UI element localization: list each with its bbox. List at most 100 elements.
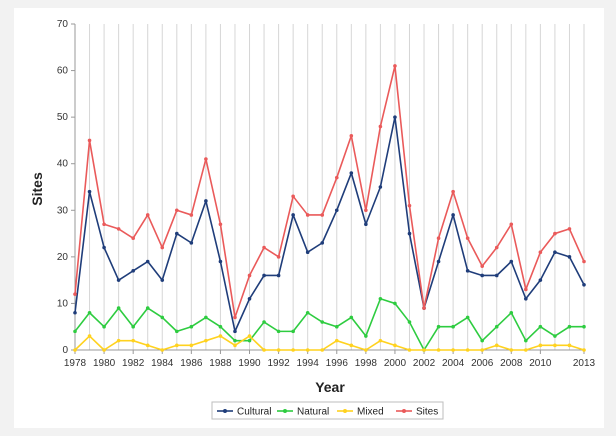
data-point-mixed bbox=[465, 348, 470, 352]
data-point-mixed bbox=[291, 348, 295, 352]
data-point-sites bbox=[553, 231, 557, 236]
data-point-cultural bbox=[349, 171, 354, 175]
data-point-mixed bbox=[553, 343, 557, 348]
data-point-sites bbox=[262, 245, 266, 250]
series-cultural bbox=[73, 115, 586, 334]
data-point-natural bbox=[175, 329, 179, 334]
data-point-sites bbox=[334, 175, 339, 180]
data-point-sites bbox=[407, 203, 412, 208]
y-axis-title: Sites bbox=[29, 172, 45, 206]
data-point-sites bbox=[378, 124, 383, 129]
data-point-cultural bbox=[567, 255, 572, 259]
data-point-mixed bbox=[422, 348, 426, 352]
legend-label-mixed: Mixed bbox=[357, 407, 384, 418]
y-tick-label: 0 bbox=[62, 345, 68, 356]
data-point-cultural bbox=[320, 241, 325, 245]
data-point-sites bbox=[175, 208, 179, 213]
data-point-sites bbox=[524, 287, 528, 292]
data-point-natural bbox=[73, 329, 77, 334]
data-point-cultural bbox=[465, 269, 470, 273]
x-tick-label: 2000 bbox=[384, 358, 407, 369]
data-point-natural bbox=[582, 324, 586, 329]
data-point-natural bbox=[204, 315, 208, 320]
legend-item-sites: Sites bbox=[396, 407, 438, 418]
x-tick-label: 2013 bbox=[573, 358, 596, 369]
data-point-cultural bbox=[538, 278, 543, 282]
series-sites bbox=[73, 64, 586, 320]
y-tick-label: 20 bbox=[57, 252, 69, 263]
x-tick-label: 1994 bbox=[297, 358, 320, 369]
data-series bbox=[73, 64, 586, 352]
data-point-sites bbox=[116, 227, 121, 231]
x-tick-label: 2004 bbox=[442, 358, 465, 369]
x-tick-label: 1996 bbox=[326, 358, 349, 369]
series-line-sites bbox=[74, 65, 585, 319]
x-tick-label: 1990 bbox=[238, 358, 261, 369]
data-point-cultural bbox=[305, 250, 310, 254]
data-point-cultural bbox=[494, 273, 499, 278]
data-point-natural bbox=[393, 301, 397, 306]
data-point-cultural bbox=[145, 259, 150, 264]
data-point-sites bbox=[451, 189, 455, 194]
data-point-natural bbox=[364, 334, 368, 338]
data-point-mixed bbox=[87, 334, 92, 338]
data-point-natural bbox=[247, 338, 252, 343]
data-point-cultural bbox=[276, 273, 281, 278]
data-point-cultural bbox=[189, 241, 194, 245]
data-point-sites bbox=[247, 273, 252, 278]
data-point-sites bbox=[102, 222, 106, 227]
data-point-mixed bbox=[364, 348, 368, 352]
y-tick-label: 50 bbox=[57, 112, 69, 123]
data-point-natural bbox=[494, 324, 499, 329]
data-point-natural bbox=[131, 324, 135, 329]
data-point-natural bbox=[276, 329, 281, 334]
data-point-cultural bbox=[480, 273, 485, 278]
legend-label-natural: Natural bbox=[297, 407, 329, 418]
x-tick-label: 1992 bbox=[267, 358, 290, 369]
data-point-sites bbox=[349, 133, 354, 138]
x-tick-label: 1986 bbox=[180, 358, 203, 369]
data-point-sites bbox=[218, 222, 223, 227]
data-point-mixed bbox=[436, 348, 441, 352]
legend-marker-sites bbox=[402, 409, 406, 413]
data-point-natural bbox=[116, 306, 121, 310]
data-point-cultural bbox=[334, 208, 339, 213]
data-point-mixed bbox=[320, 348, 325, 352]
data-point-natural bbox=[305, 310, 310, 315]
data-point-cultural bbox=[102, 245, 106, 250]
data-point-sites bbox=[393, 64, 397, 68]
x-tick-label: 1988 bbox=[209, 358, 232, 369]
data-point-sites bbox=[465, 236, 470, 241]
data-point-mixed bbox=[218, 334, 223, 338]
data-point-sites bbox=[538, 250, 543, 254]
data-point-sites bbox=[436, 236, 441, 241]
y-tick-label: 10 bbox=[57, 298, 69, 309]
data-point-mixed bbox=[451, 348, 455, 352]
data-point-mixed bbox=[102, 348, 106, 352]
data-point-cultural bbox=[204, 199, 208, 203]
data-point-natural bbox=[407, 320, 412, 324]
data-point-mixed bbox=[524, 348, 528, 352]
data-point-natural bbox=[538, 324, 543, 329]
data-point-cultural bbox=[116, 278, 121, 282]
data-point-natural bbox=[567, 324, 572, 329]
data-point-cultural bbox=[262, 273, 266, 278]
data-point-natural bbox=[189, 324, 194, 329]
data-point-mixed bbox=[262, 348, 266, 352]
y-tick-label: 70 bbox=[57, 19, 69, 30]
x-tick-label: 1984 bbox=[151, 358, 174, 369]
data-point-mixed bbox=[276, 348, 281, 352]
data-point-cultural bbox=[582, 283, 586, 287]
data-point-sites bbox=[160, 245, 165, 250]
data-point-natural bbox=[233, 338, 237, 343]
data-point-natural bbox=[553, 334, 557, 338]
x-axis-ticks: 1978 1980 1982 1984 1986 1988 1990 1992 1994 1996… bbox=[64, 350, 596, 369]
legend-label-cultural: Cultural bbox=[237, 407, 271, 418]
data-point-sites bbox=[582, 259, 586, 264]
data-point-sites bbox=[233, 315, 237, 320]
x-tick-label: 1998 bbox=[355, 358, 378, 369]
data-point-cultural bbox=[73, 310, 77, 315]
legend-marker-mixed bbox=[343, 409, 347, 413]
data-point-natural bbox=[102, 324, 106, 329]
data-point-mixed bbox=[131, 338, 135, 343]
